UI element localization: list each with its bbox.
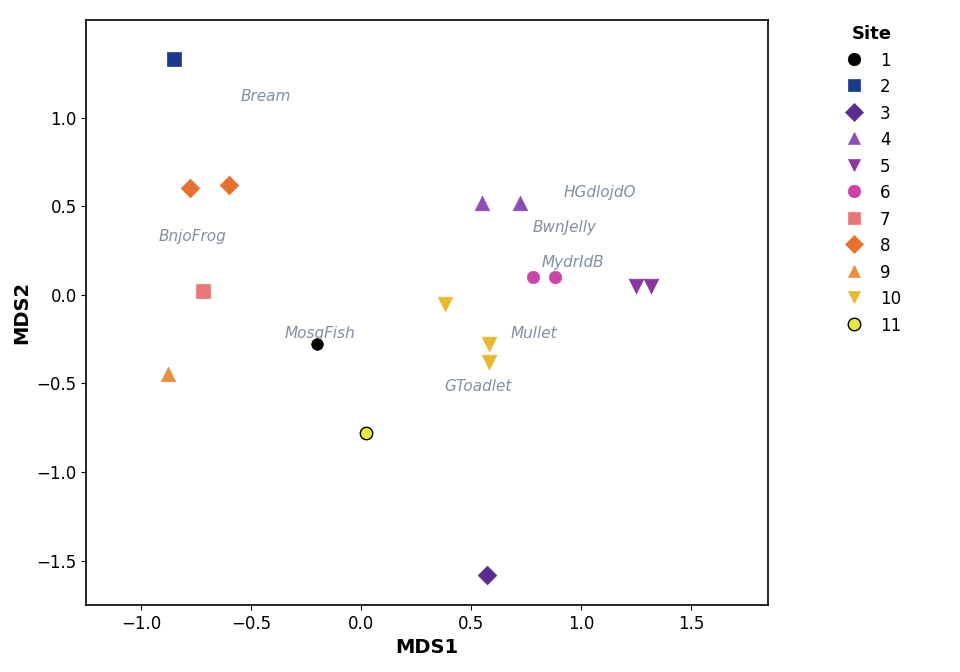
Point bbox=[182, 183, 198, 194]
Point bbox=[479, 569, 494, 580]
Point bbox=[525, 271, 540, 282]
Text: BnjoFrog: BnjoFrog bbox=[159, 228, 227, 244]
Text: MosgFish: MosgFish bbox=[284, 326, 355, 341]
Legend: 1, 2, 3, 4, 5, 6, 7, 8, 9, 10, 11: 1, 2, 3, 4, 5, 6, 7, 8, 9, 10, 11 bbox=[833, 17, 910, 343]
Point bbox=[167, 54, 182, 65]
Point bbox=[512, 198, 527, 208]
Text: Bream: Bream bbox=[240, 89, 291, 104]
Text: BwnJelly: BwnJelly bbox=[533, 220, 597, 235]
Text: Mullet: Mullet bbox=[511, 326, 558, 341]
Point bbox=[222, 179, 237, 190]
Point bbox=[358, 427, 373, 438]
Point bbox=[629, 280, 644, 291]
Point bbox=[160, 369, 176, 380]
Point bbox=[474, 198, 490, 208]
X-axis label: MDS1: MDS1 bbox=[396, 638, 459, 657]
Point bbox=[481, 339, 496, 349]
Point bbox=[547, 271, 563, 282]
Point bbox=[481, 357, 496, 368]
Point bbox=[644, 280, 660, 291]
Point bbox=[437, 298, 452, 309]
Text: HGdlojdO: HGdlojdO bbox=[564, 185, 636, 200]
Text: MydrIdB: MydrIdB bbox=[541, 255, 604, 270]
Point bbox=[195, 286, 210, 296]
Text: GToadlet: GToadlet bbox=[444, 380, 513, 394]
Y-axis label: MDS2: MDS2 bbox=[12, 281, 31, 344]
Point bbox=[309, 339, 324, 349]
